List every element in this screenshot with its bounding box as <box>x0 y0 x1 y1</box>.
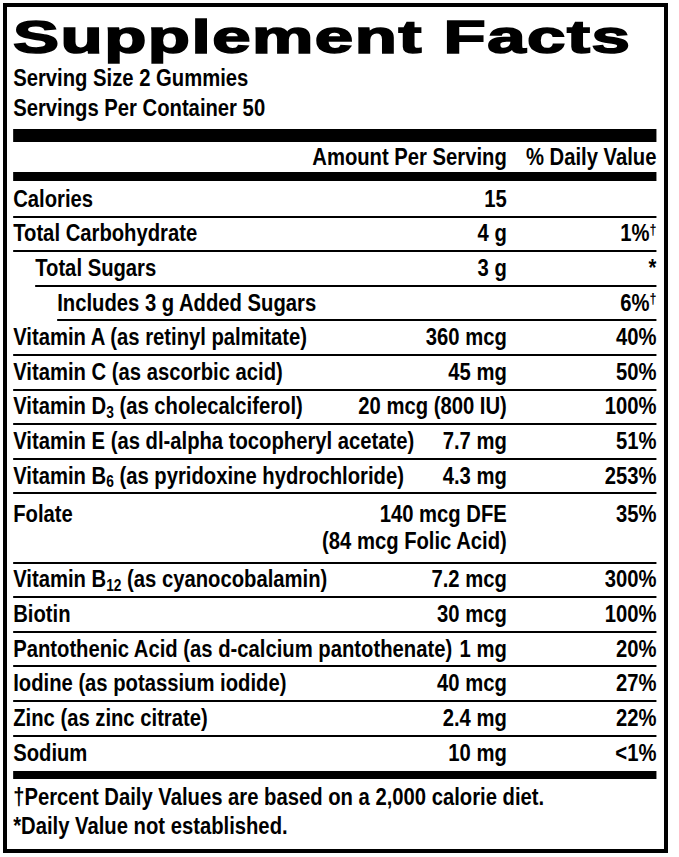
nutrient-daily-value: 35% <box>507 501 657 528</box>
footnote-not-established: *Daily Value not established. <box>13 812 656 841</box>
nutrient-daily-value: 22% <box>507 705 657 732</box>
nutrient-amount: 4 g <box>478 220 507 247</box>
label-body: Serving Size 2 Gummies Servings Per Cont… <box>7 63 664 841</box>
nutrient-daily-value: 300% <box>507 566 657 593</box>
nutrient-amount: 1 mg <box>460 636 507 663</box>
nutrient-amount: 360 mcg <box>426 324 507 351</box>
nutrient-amount: 45 mg <box>448 359 507 386</box>
nutrient-amount: 4.3 mg <box>443 463 507 490</box>
nutrient-daily-value: 20% <box>507 636 657 663</box>
nutrient-row: Includes 3 g Added Sugars 6%† <box>57 287 656 322</box>
nutrient-name: Sodium <box>13 740 87 767</box>
nutrient-daily-value: 253% <box>507 463 657 490</box>
nutrient-amount: 20 mcg (800 IU) <box>358 393 507 420</box>
serving-size: Serving Size 2 Gummies <box>13 63 656 93</box>
nutrient-daily-value: 40% <box>507 324 657 351</box>
nutrient-amount: 15 <box>484 186 507 213</box>
nutrient-amount: 30 mcg <box>437 601 507 628</box>
nutrient-row: Vitamin A (as retinyl palmitate) 360 mcg… <box>13 321 656 356</box>
nutrient-name: Includes 3 g Added Sugars <box>57 290 316 317</box>
supplement-facts-label: Supplement Facts Serving Size 2 Gummies … <box>0 0 679 857</box>
nutrient-row: Vitamin B6 (as pyridoxine hydrochloride)… <box>13 460 656 495</box>
nutrient-name: Iodine (as potassium iodide) <box>13 670 286 697</box>
nutrient-daily-value: 6%† <box>507 290 657 317</box>
nutrient-name: Zinc (as zinc citrate) <box>13 705 208 732</box>
nutrient-name: Pantothenic Acid (as d-calcium pantothen… <box>13 636 452 663</box>
divider-footnote <box>13 771 656 779</box>
nutrient-name: Calories <box>13 186 93 213</box>
nutrient-row: Vitamin E (as dl-alpha tocopheryl acetat… <box>13 425 656 460</box>
nutrient-name: Vitamin B6 (as pyridoxine hydrochloride) <box>13 463 404 490</box>
nutrient-amount: 2.4 mg <box>443 705 507 732</box>
nutrient-daily-value: * <box>507 255 657 282</box>
nutrient-amount: 3 g <box>478 255 507 282</box>
nutrient-name: Vitamin A (as retinyl palmitate) <box>13 324 307 351</box>
divider-thick-top <box>13 129 656 142</box>
amount-per-serving-header: Amount Per Serving <box>312 144 507 171</box>
nutrient-name: Vitamin D3 (as cholecalciferol) <box>13 393 303 420</box>
nutrient-name: Folate <box>13 501 73 528</box>
column-headers: Amount Per Serving % Daily Value <box>13 142 656 172</box>
nutrient-row: Biotin 30 mcg 100% <box>13 598 656 633</box>
nutrient-amount: 10 mg <box>448 740 507 767</box>
nutrient-name: Biotin <box>13 601 70 628</box>
divider-header-bottom <box>13 172 656 181</box>
footnotes: †Percent Daily Values are based on a 2,0… <box>13 779 656 841</box>
nutrient-name: Vitamin B12 (as cyanocobalamin) <box>13 566 327 593</box>
nutrient-row: Iodine (as potassium iodide) 40 mcg 27% <box>13 667 656 702</box>
label-title: Supplement Facts <box>13 14 668 60</box>
nutrient-daily-value: 100% <box>507 601 657 628</box>
nutrient-row: Vitamin C (as ascorbic acid) 45 mg 50% <box>13 356 656 391</box>
footnote-daily-values: †Percent Daily Values are based on a 2,0… <box>13 783 656 812</box>
nutrient-daily-value: 50% <box>507 359 657 386</box>
nutrient-daily-value: 1%† <box>507 220 657 247</box>
nutrient-daily-value: 100% <box>507 393 657 420</box>
nutrient-row: Vitamin D3 (as cholecalciferol) 20 mcg (… <box>13 391 656 426</box>
nutrient-row: Folate 140 mcg DFE 35% (84 mcg Folic Aci… <box>13 494 656 563</box>
label-border-box: Supplement Facts Serving Size 2 Gummies … <box>3 3 668 853</box>
nutrient-name: Total Sugars <box>35 255 156 282</box>
nutrient-row: Sodium 10 mg <1% <box>13 737 656 772</box>
nutrient-amount-line2: (84 mcg Folic Acid) <box>13 528 656 555</box>
nutrient-name: Vitamin C (as ascorbic acid) <box>13 359 283 386</box>
nutrient-name: Total Carbohydrate <box>13 220 197 247</box>
nutrient-row: Zinc (as zinc citrate) 2.4 mg 22% <box>13 702 656 737</box>
nutrient-daily-value: <1% <box>507 740 657 767</box>
nutrient-name: Vitamin E (as dl-alpha tocopheryl acetat… <box>13 428 414 455</box>
nutrient-amount: 7.7 mg <box>443 428 507 455</box>
nutrient-row: Total Carbohydrate 4 g 1%† <box>13 218 656 253</box>
nutrient-amount: 7.2 mcg <box>431 566 506 593</box>
nutrient-daily-value: 27% <box>507 670 657 697</box>
nutrient-row: Vitamin B12 (as cyanocobalamin) 7.2 mcg … <box>13 564 656 599</box>
servings-per-container: Servings Per Container 50 <box>13 93 656 123</box>
facts-rows: Calories 15 Total Carbohydrate 4 g 1%† T… <box>13 183 656 771</box>
nutrient-row: Pantothenic Acid (as d-calcium pantothen… <box>13 633 656 668</box>
nutrient-daily-value: 51% <box>507 428 657 455</box>
daily-value-header: % Daily Value <box>507 144 657 171</box>
nutrient-row: Total Sugars 3 g * <box>35 252 656 287</box>
nutrient-amount: 140 mcg DFE <box>380 501 507 528</box>
nutrient-row: Calories 15 <box>13 183 656 218</box>
nutrient-amount: 40 mcg <box>437 670 507 697</box>
